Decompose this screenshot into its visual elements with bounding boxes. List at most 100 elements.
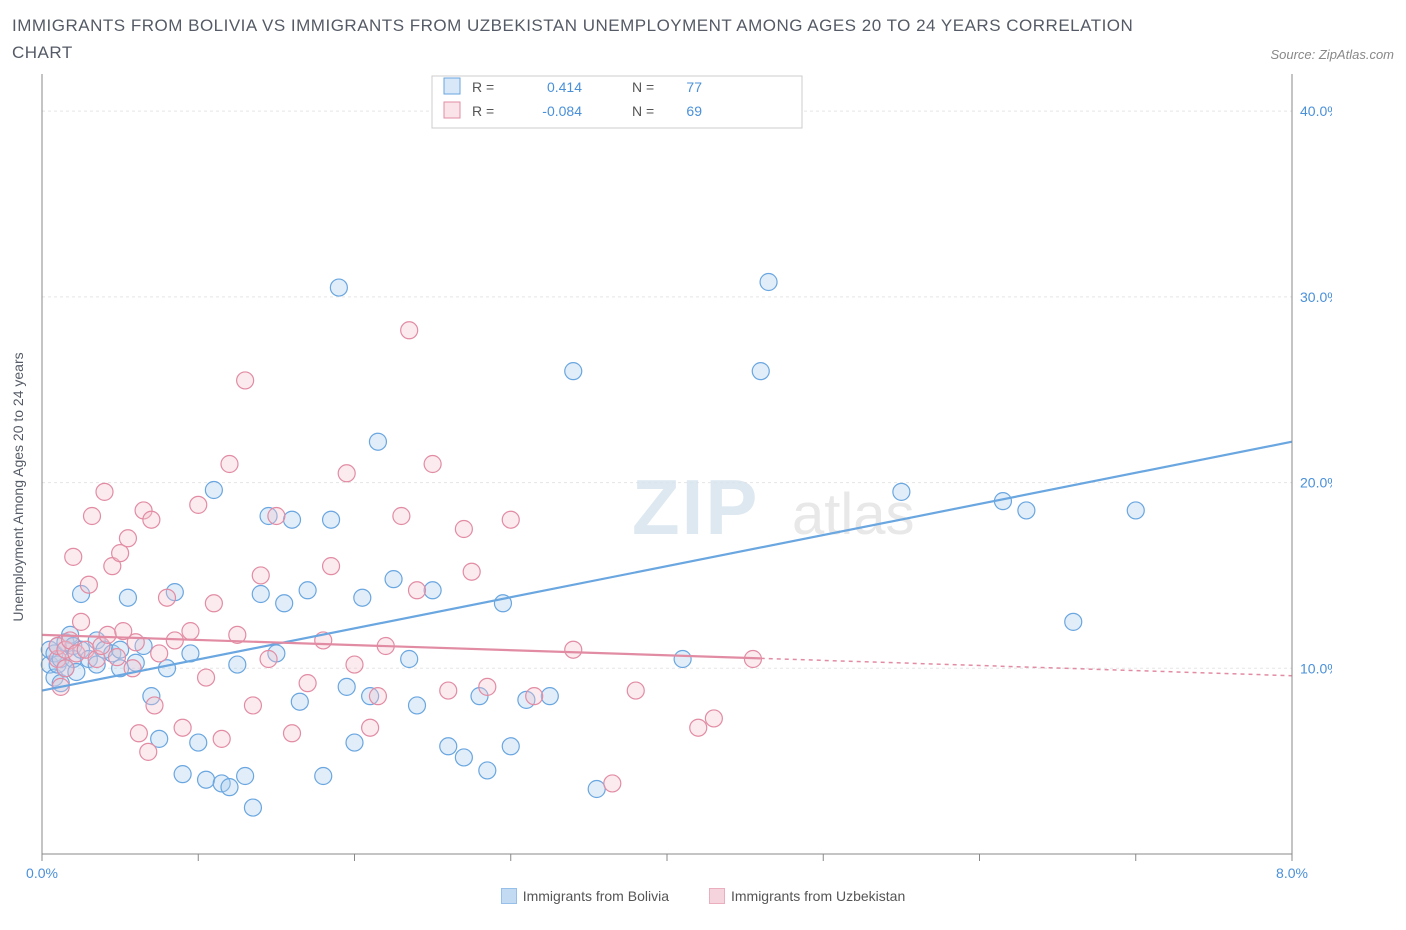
data-point <box>237 372 254 389</box>
data-point <box>151 645 168 662</box>
y-axis-label: Unemployment Among Ages 20 to 24 years <box>10 353 26 622</box>
data-point <box>401 322 418 339</box>
svg-text:-0.084: -0.084 <box>542 103 582 119</box>
data-point <box>463 564 480 581</box>
chart-title: IMMIGRANTS FROM BOLIVIA VS IMMIGRANTS FR… <box>12 12 1162 66</box>
data-point <box>73 614 90 631</box>
data-point <box>182 623 199 640</box>
data-point <box>252 567 269 584</box>
legend-swatch <box>709 888 725 904</box>
watermark: ZIPatlas <box>632 463 915 551</box>
y-tick-label: 30.0% <box>1300 289 1332 305</box>
data-point <box>674 651 691 668</box>
data-point <box>221 456 238 473</box>
data-point <box>315 768 332 785</box>
data-point <box>541 688 558 705</box>
data-point <box>401 651 418 668</box>
data-point <box>604 775 621 792</box>
series-immigrants-from-uzbekistan <box>49 322 761 792</box>
data-point <box>190 497 207 514</box>
data-point <box>221 779 238 796</box>
data-point <box>440 738 457 755</box>
data-point <box>455 521 472 538</box>
svg-text:N =: N = <box>632 79 654 95</box>
data-point <box>440 682 457 699</box>
svg-text:ZIP: ZIP <box>632 463 759 551</box>
data-point <box>127 634 144 651</box>
x-tick-label: 0.0% <box>26 865 58 881</box>
data-point <box>362 720 379 737</box>
scatter-chart: 10.0%20.0%30.0%40.0%ZIPatlas0.0%8.0%R =0… <box>12 74 1332 884</box>
data-point <box>84 508 101 525</box>
svg-text:R =: R = <box>472 103 494 119</box>
svg-text:0.414: 0.414 <box>547 79 582 95</box>
data-point <box>119 590 136 607</box>
legend-swatch <box>501 888 517 904</box>
data-point <box>276 595 293 612</box>
data-point <box>119 530 136 547</box>
y-tick-label: 20.0% <box>1300 475 1332 491</box>
data-point <box>143 512 160 529</box>
data-point <box>369 688 386 705</box>
data-point <box>130 725 147 742</box>
data-point <box>893 484 910 501</box>
svg-text:77: 77 <box>686 79 702 95</box>
data-point <box>291 694 308 711</box>
data-point <box>244 799 261 816</box>
data-point <box>96 484 113 501</box>
data-point <box>99 627 116 644</box>
data-point <box>57 660 74 677</box>
data-point <box>502 738 519 755</box>
svg-text:N =: N = <box>632 103 654 119</box>
legend-item: Immigrants from Bolivia <box>501 888 669 904</box>
data-point <box>190 734 207 751</box>
data-point <box>284 725 301 742</box>
data-point <box>1127 502 1144 519</box>
data-point <box>565 363 582 380</box>
data-point <box>627 682 644 699</box>
data-point <box>109 649 126 666</box>
data-point <box>752 363 769 380</box>
data-point <box>479 762 496 779</box>
data-point <box>369 434 386 451</box>
data-point <box>338 465 355 482</box>
data-point <box>174 766 191 783</box>
legend-label: Immigrants from Uzbekistan <box>731 888 905 904</box>
data-point <box>198 669 215 686</box>
y-tick-label: 40.0% <box>1300 104 1332 120</box>
data-point <box>330 279 347 296</box>
data-point <box>526 688 543 705</box>
legend-label: Immigrants from Bolivia <box>523 888 669 904</box>
data-point <box>268 508 285 525</box>
legend-item: Immigrants from Uzbekistan <box>709 888 905 904</box>
bottom-legend: Immigrants from Bolivia Immigrants from U… <box>12 888 1394 904</box>
data-point <box>346 656 363 673</box>
source-attribution: Source: ZipAtlas.com <box>1270 47 1394 66</box>
data-point <box>393 508 410 525</box>
data-point <box>252 586 269 603</box>
data-point <box>1065 614 1082 631</box>
data-point <box>198 772 215 789</box>
data-point <box>338 679 355 696</box>
data-point <box>299 675 316 692</box>
data-point <box>80 577 97 594</box>
chart-header: IMMIGRANTS FROM BOLIVIA VS IMMIGRANTS FR… <box>12 12 1394 66</box>
chart-area: Unemployment Among Ages 20 to 24 years 1… <box>12 74 1394 884</box>
data-point <box>323 558 340 575</box>
data-point <box>346 734 363 751</box>
data-point <box>284 512 301 529</box>
data-point <box>260 651 277 668</box>
data-point <box>354 590 371 607</box>
data-point <box>65 549 82 566</box>
data-point <box>213 731 230 748</box>
data-point <box>705 710 722 727</box>
data-point <box>424 456 441 473</box>
series-immigrants-from-bolivia <box>41 274 1144 817</box>
data-point <box>205 595 222 612</box>
data-point <box>565 642 582 659</box>
data-point <box>1018 502 1035 519</box>
trendline-extrapolated <box>761 659 1292 676</box>
data-point <box>323 512 340 529</box>
data-point <box>760 274 777 291</box>
data-point <box>479 679 496 696</box>
